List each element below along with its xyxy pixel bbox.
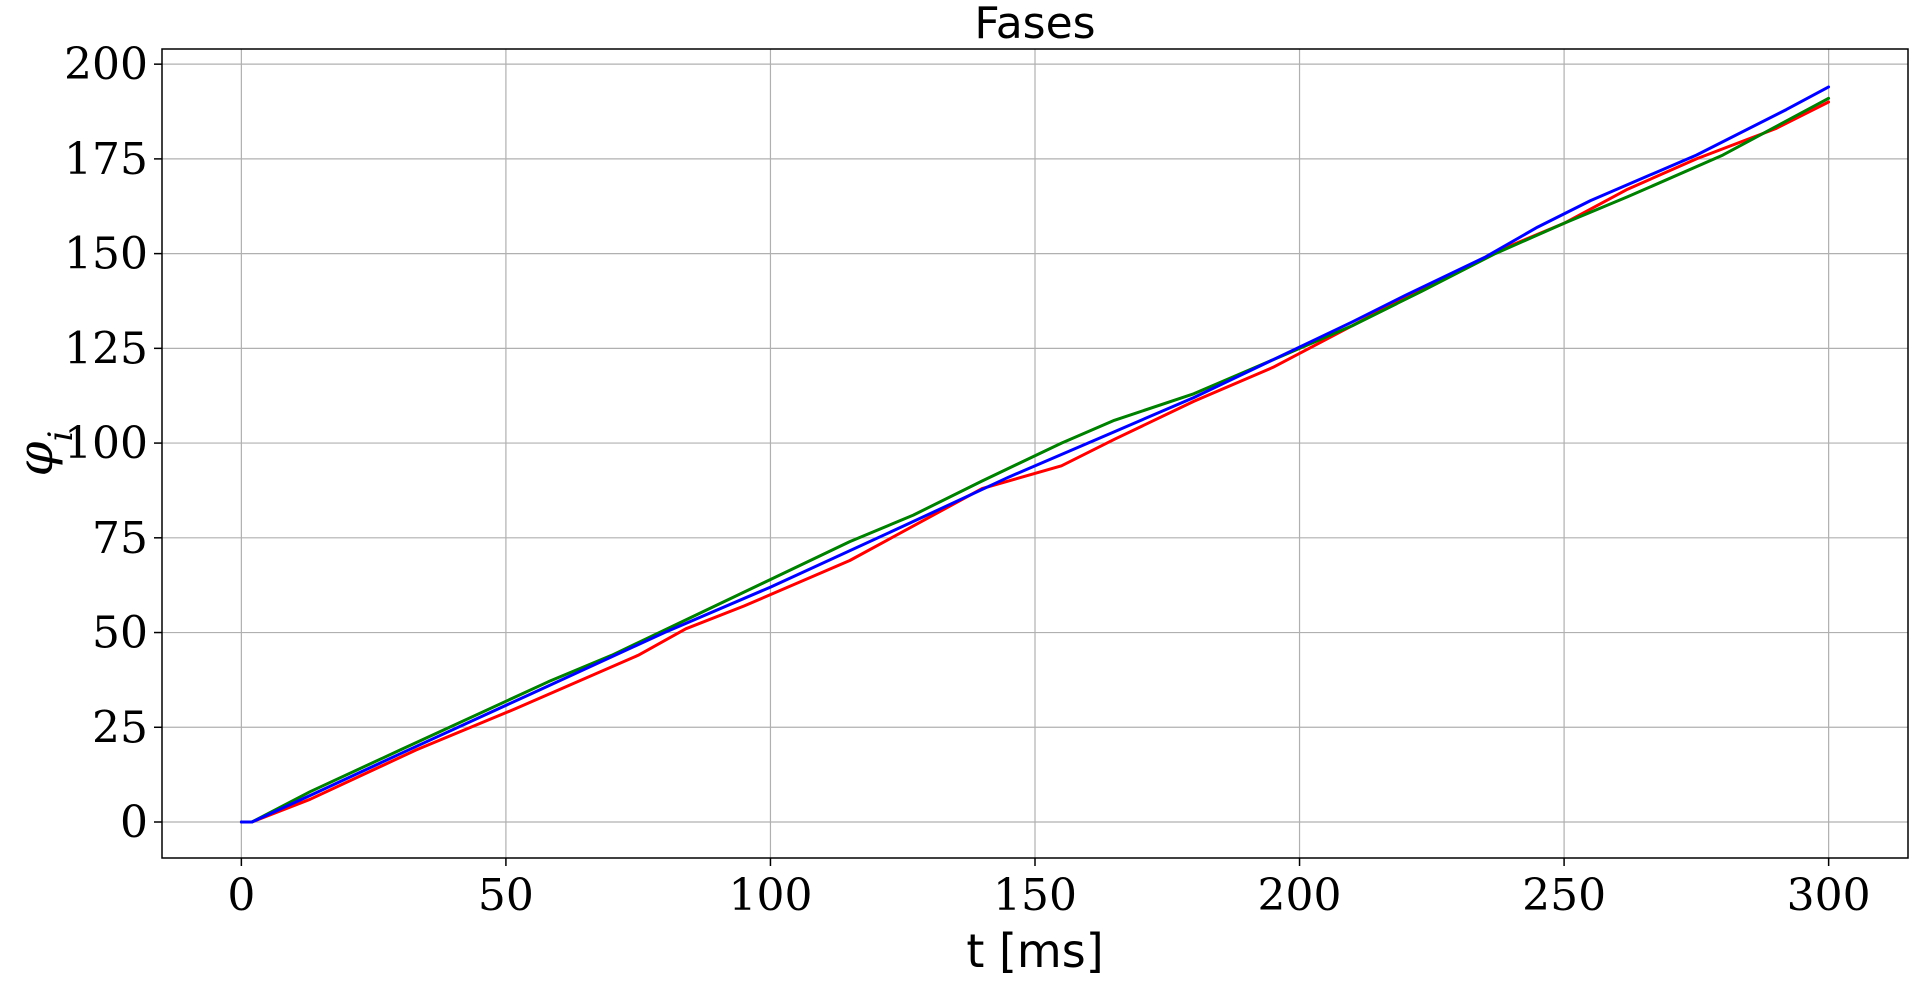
y-axis-symbol: φ [6, 441, 64, 476]
grid [162, 49, 1908, 858]
x-tick-label: 0 [227, 870, 255, 921]
y-tick-label: 75 [92, 513, 148, 564]
y-axis-title: φi [6, 431, 81, 477]
x-tick-label: 50 [478, 870, 534, 921]
y-tick-label: 25 [92, 702, 148, 753]
y-tick-label: 50 [92, 608, 148, 659]
chart-title: Fases [974, 0, 1095, 49]
x-tick-label: 100 [728, 870, 812, 921]
x-tick-label: 150 [993, 870, 1077, 921]
x-axis-title: t [ms] [966, 924, 1103, 978]
y-tick-label: 175 [64, 134, 148, 185]
series-line-2 [239, 96, 1831, 824]
y-tick-label: 100 [64, 418, 148, 469]
series-line-1 [239, 100, 1831, 824]
x-tick-label: 300 [1787, 870, 1871, 921]
y-tick-label: 200 [64, 39, 148, 90]
series-lines [239, 85, 1831, 824]
y-axis-subscript: i [41, 431, 81, 442]
y-tick-label: 150 [64, 229, 148, 280]
x-tick-label: 250 [1522, 870, 1606, 921]
ticks: 0 50 100 150 200 250 300 0 25 50 75 100 125 150 175 200 [64, 39, 1871, 921]
x-tick-label: 200 [1258, 870, 1342, 921]
y-tick-label: 125 [64, 323, 148, 374]
y-tick-label: 0 [120, 797, 148, 848]
series-line-3 [239, 85, 1831, 824]
